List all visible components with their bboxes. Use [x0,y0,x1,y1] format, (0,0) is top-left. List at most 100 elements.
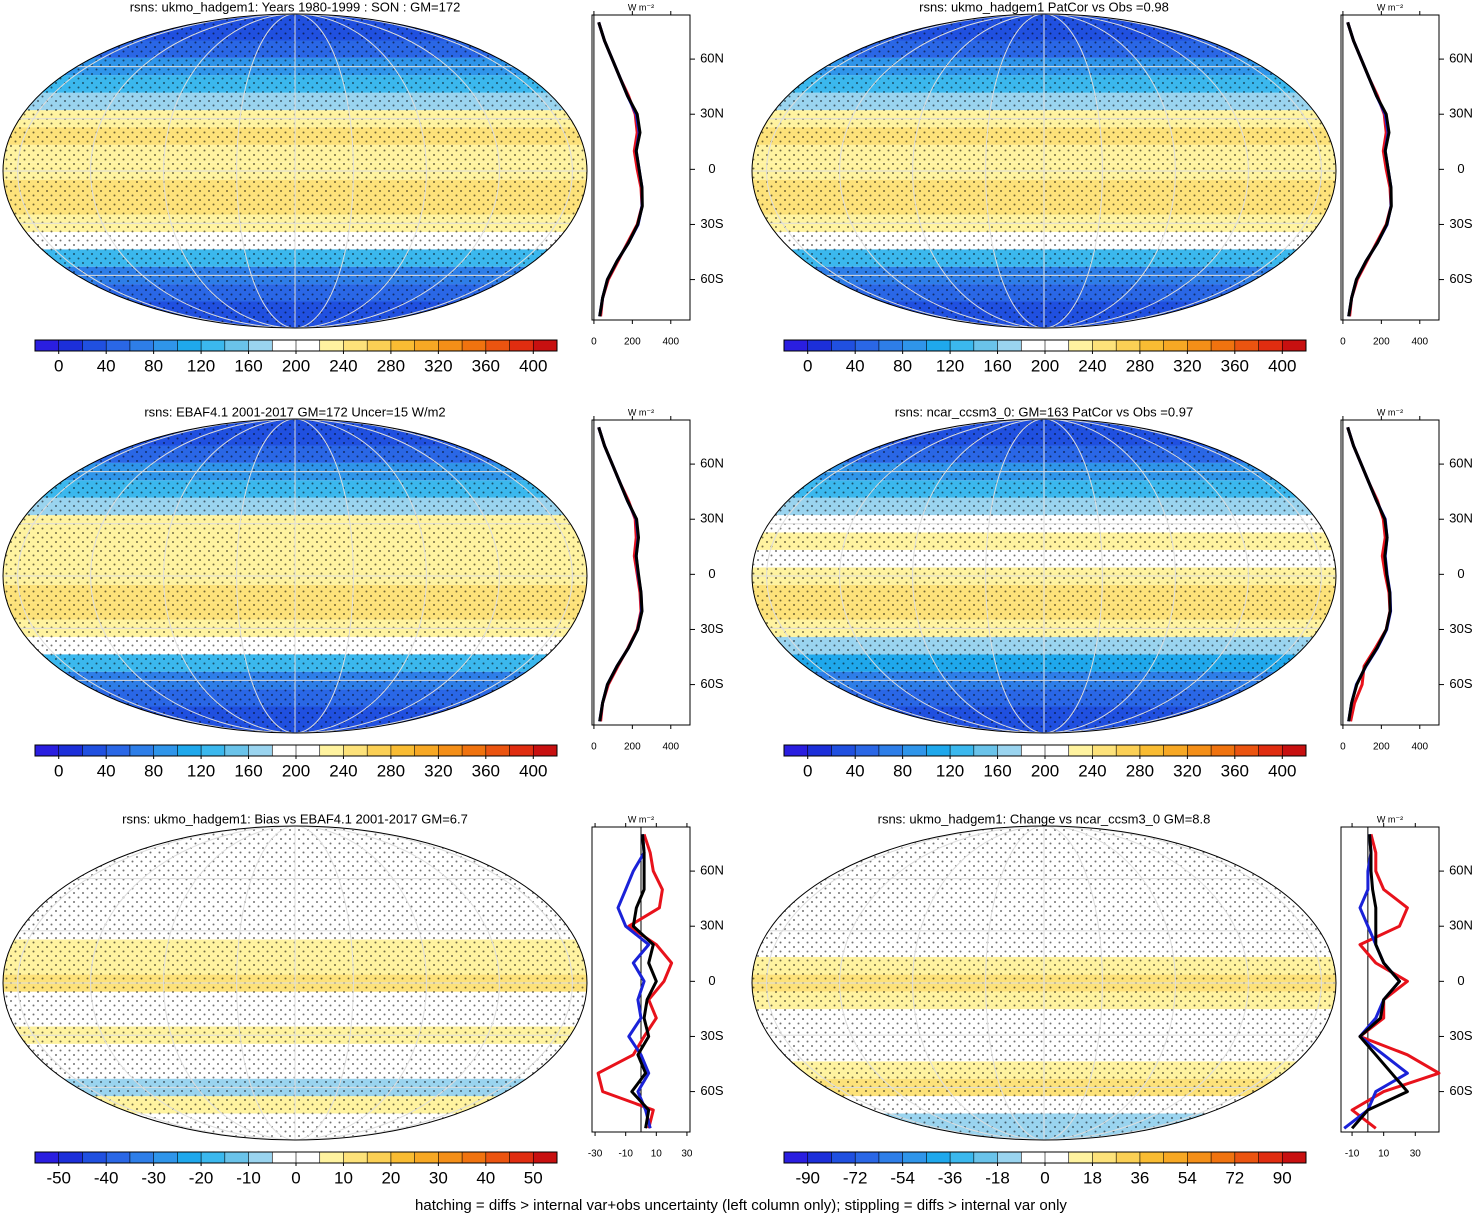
colorbar-label: 72 [1225,1168,1244,1187]
panel: rsns: ukmo_hadgem1: Bias vs EBAF4.1 2001… [2,811,724,1187]
colorbar-label: -72 [843,1168,868,1187]
map-meridian [839,14,1249,328]
x-tick-label: 200 [1373,742,1390,753]
y-tick-label: 60S [700,271,723,286]
colorbar-box [272,1152,297,1163]
colorbar-label: 80 [144,761,163,780]
colorbar-box [414,745,439,756]
colorbar-label: 240 [329,761,357,780]
colorbar-label: 280 [377,761,405,780]
x-tick-label: -10 [1345,1149,1360,1160]
y-tick-label: 30N [700,106,724,121]
colorbar-label: 80 [893,761,912,780]
y-tick-label: 30S [700,216,723,231]
colorbar-box [784,745,809,756]
panel: rsns: ncar_ccsm3_0: GM=163 PatCor vs Obs… [751,404,1473,780]
colorbar-box [509,340,534,351]
colorbar-box [58,1152,83,1163]
colorbar-box [509,745,534,756]
colorbar-box [973,745,998,756]
colorbar-box [390,745,415,756]
map-meridian [985,14,1103,328]
colorbar-label: 400 [1268,761,1296,780]
x-tick-label: 30 [1410,1149,1422,1160]
colorbar-label: 20 [381,1168,400,1187]
colorbar-label: 40 [846,356,865,375]
colorbar-box [1092,340,1117,351]
colorbar-box [855,745,880,756]
colorbar-box [1068,745,1093,756]
map-border [2,418,588,734]
colorbar-box [390,1152,415,1163]
colorbar-box [82,745,107,756]
colorbar-box [831,745,856,756]
colorbar-box [1092,745,1117,756]
profile-line [1346,426,1392,722]
colorbar-label: 200 [1031,761,1059,780]
map-meridian [236,826,354,1140]
y-tick-label: 30S [1449,1028,1472,1043]
y-tick-label: 30N [1449,106,1473,121]
y-tick-label: 60N [1449,51,1473,66]
y-tick-label: 0 [1457,973,1464,988]
colorbar-label: 240 [1078,761,1106,780]
x-tick-label: 0 [1340,337,1346,348]
colorbar-box [414,1152,439,1163]
colorbar-box [485,1152,510,1163]
colorbar-box [177,745,202,756]
colorbar-label: 280 [1126,761,1154,780]
colorbar-label: 160 [983,356,1011,375]
colorbar-label: 54 [1178,1168,1197,1187]
map-meridian [90,826,500,1140]
colorbar-box [319,1152,344,1163]
colorbar-box [1211,745,1236,756]
colorbar-label: 200 [1031,356,1059,375]
colorbar-label: 280 [377,356,405,375]
colorbar-box [343,1152,368,1163]
colorbar-label: 0 [54,761,63,780]
colorbar-box [248,1152,273,1163]
colorbar-box [926,340,951,351]
map-border [751,825,1337,1141]
colorbar-box [129,745,154,756]
colorbar-box [950,745,975,756]
colorbar-box [1021,1152,1046,1163]
colorbar-label: 200 [282,356,310,375]
map [3,419,587,733]
colorbar-label: 360 [1221,761,1249,780]
colorbar-box [1068,1152,1093,1163]
y-tick-label: 30S [1449,621,1472,636]
colorbar-box [1258,745,1283,756]
colorbar-box [485,745,510,756]
map-meridian [163,826,427,1140]
x-tick-label: 30 [681,1149,693,1160]
y-tick-label: 60S [1449,676,1472,691]
colorbar-box [367,340,392,351]
colorbar-label: 240 [1078,356,1106,375]
colorbar-box [1021,340,1046,351]
colorbar-label: 400 [1268,356,1296,375]
colorbar-box [177,340,202,351]
colorbar-label: 0 [803,761,812,780]
colorbar-label: 320 [424,761,452,780]
panel: rsns: ukmo_hadgem1 PatCor vs Obs =0.98 0 4… [751,0,1473,375]
y-tick-label: 60N [1449,863,1473,878]
panel-title: rsns: ukmo_hadgem1: Years 1980-1999 : SO… [130,0,461,14]
colorbar-label: 280 [1126,356,1154,375]
colorbar-label: 30 [429,1168,448,1187]
map-meridian [839,826,1249,1140]
colorbar-box [1187,340,1212,351]
colorbar-box [997,1152,1022,1163]
y-tick-label: 30N [700,918,724,933]
colorbar-box [1045,745,1070,756]
x-tick-label: -10 [618,1149,633,1160]
colorbar-box [1163,340,1188,351]
colorbar-box [855,340,880,351]
colorbar-box [1021,745,1046,756]
colorbar-label: 80 [893,356,912,375]
colorbar-label: -36 [938,1168,963,1187]
colorbar-label: 240 [329,356,357,375]
colorbar-box [1092,1152,1117,1163]
map-meridian [912,14,1176,328]
map-border [2,13,588,329]
